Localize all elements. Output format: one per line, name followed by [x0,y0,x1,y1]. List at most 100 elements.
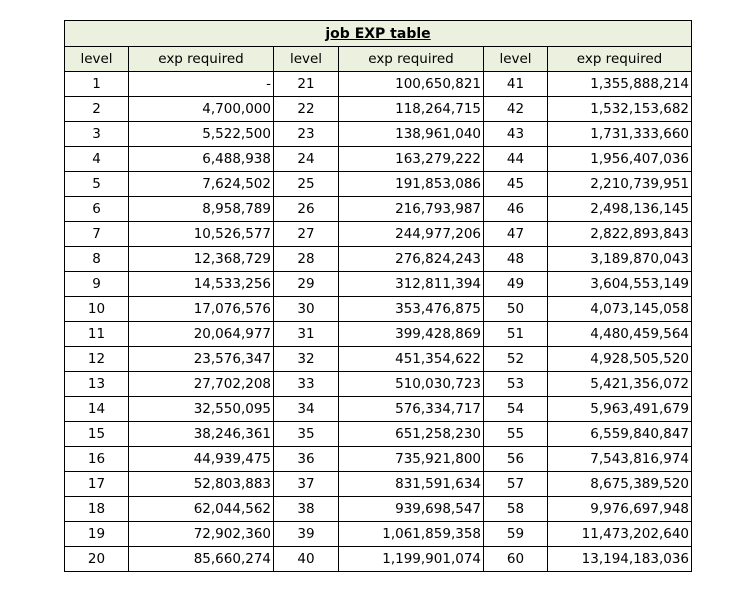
level-cell: 5 [64,171,129,197]
level-cell: 40 [273,546,339,572]
level-cell: 38 [273,496,339,522]
level-cell: 52 [483,346,548,372]
exp-required-cell: 7,543,816,974 [546,446,693,472]
level-cell: 1 [64,71,129,97]
level-cell: 10 [64,296,129,322]
header-row: level exp required level exp required le… [64,46,693,72]
exp-required-cell: 191,853,086 [338,171,484,197]
table-row: 7 10,526,577 27 244,977,206 47 2,822,893,843 [64,221,693,247]
level-cell: 44 [483,146,548,172]
exp-required-cell: 62,044,562 [128,496,274,522]
level-cell: 15 [64,421,129,447]
exp-required-cell: 4,700,000 [128,96,274,122]
exp-required-cell: 939,698,547 [338,496,484,522]
level-cell: 11 [64,321,129,347]
level-cell: 4 [64,146,129,172]
level-cell: 55 [483,421,548,447]
level-cell: 39 [273,521,339,547]
table-row: 10 17,076,576 30 353,476,875 50 4,073,145,058 [64,296,693,322]
table-title: job EXP table [63,20,693,47]
exp-required-cell: 1,956,407,036 [546,146,693,172]
table-row: 9 14,533,256 29 312,811,394 49 3,604,553,149 [64,271,693,297]
level-cell: 12 [64,346,129,372]
level-cell: 17 [64,471,129,497]
exp-required-cell: 8,675,389,520 [546,471,693,497]
level-cell: 6 [64,196,129,222]
exp-required-cell: 20,064,977 [128,321,274,347]
exp-required-cell: 3,189,870,043 [546,246,693,272]
column-header-level: level [64,46,129,72]
level-cell: 31 [273,321,339,347]
exp-required-cell: 11,473,202,640 [546,521,693,547]
level-cell: 48 [483,246,548,272]
level-cell: 9 [64,271,129,297]
level-cell: 58 [483,496,548,522]
table-row: 15 38,246,361 35 651,258,230 55 6,559,840,847 [64,421,693,447]
level-cell: 30 [273,296,339,322]
table-row: 4 6,488,938 24 163,279,222 44 1,956,407,036 [64,146,693,172]
table-row: 12 23,576,347 32 451,354,622 52 4,928,505,520 [64,346,693,372]
column-header-level: level [483,46,548,72]
table-body: 1-21 100,650,821 41 1,355,888,214 2 4,700,000… [64,71,693,572]
exp-required-cell: 7,624,502 [128,171,274,197]
exp-required-cell: 276,824,243 [338,246,484,272]
exp-required-cell: 5,963,491,679 [546,396,693,422]
level-cell: 41 [483,71,548,97]
exp-required-cell: 1,731,333,660 [546,121,693,147]
exp-required-cell: 2,822,893,843 [546,221,693,247]
level-cell: 2 [64,96,129,122]
table-row: 13 27,702,208 33 510,030,723 53 5,421,356,072 [64,371,693,397]
table-row: 3 5,522,500 23 138,961,040 43 1,731,333,660 [64,121,693,147]
table-row: 17 52,803,883 37 831,591,634 57 8,675,389,520 [64,471,693,497]
level-cell: 8 [64,246,129,272]
exp-required-cell: - [128,71,274,97]
exp-required-cell: 118,264,715 [338,96,484,122]
exp-required-cell: 163,279,222 [338,146,484,172]
exp-required-cell: 216,793,987 [338,196,484,222]
level-cell: 57 [483,471,548,497]
exp-required-cell: 17,076,576 [128,296,274,322]
table-row: 8 12,368,729 28 276,824,243 48 3,189,870,043 [64,246,693,272]
table-row: 5 7,624,502 25 191,853,086 45 2,210,739,951 [64,171,693,197]
level-cell: 59 [483,521,548,547]
level-cell: 49 [483,271,548,297]
level-cell: 47 [483,221,548,247]
exp-required-cell: 72,902,360 [128,521,274,547]
exp-required-cell: 312,811,394 [338,271,484,297]
table-row: 6 8,958,789 26 216,793,987 46 2,498,136,145 [64,196,693,222]
exp-required-cell: 10,526,577 [128,221,274,247]
exp-required-cell: 32,550,095 [128,396,274,422]
exp-required-cell: 38,246,361 [128,421,274,447]
exp-required-cell: 8,958,789 [128,196,274,222]
level-cell: 21 [273,71,339,97]
level-cell: 16 [64,446,129,472]
exp-required-cell: 1,355,888,214 [546,71,693,97]
column-header-exp-required: exp required [546,46,693,72]
table-row: 19 72,902,360 39 1,061,859,358 59 11,473,202,… [64,521,693,547]
exp-required-cell: 13,194,183,036 [546,546,693,572]
exp-table: job EXP table level exp required level e… [63,20,693,572]
exp-required-cell: 2,210,739,951 [546,171,693,197]
level-cell: 27 [273,221,339,247]
level-cell: 28 [273,246,339,272]
exp-required-cell: 576,334,717 [338,396,484,422]
column-header-level: level [273,46,339,72]
exp-required-cell: 735,921,800 [338,446,484,472]
level-cell: 33 [273,371,339,397]
exp-required-cell: 5,421,356,072 [546,371,693,397]
level-cell: 60 [483,546,548,572]
level-cell: 18 [64,496,129,522]
level-cell: 20 [64,546,129,572]
level-cell: 29 [273,271,339,297]
column-header-exp-required: exp required [128,46,274,72]
exp-required-cell: 510,030,723 [338,371,484,397]
exp-required-cell: 399,428,869 [338,321,484,347]
exp-required-cell: 244,977,206 [338,221,484,247]
exp-required-cell: 651,258,230 [338,421,484,447]
level-cell: 42 [483,96,548,122]
exp-required-cell: 3,604,553,149 [546,271,693,297]
exp-required-cell: 12,368,729 [128,246,274,272]
exp-required-cell: 23,576,347 [128,346,274,372]
level-cell: 37 [273,471,339,497]
level-cell: 54 [483,396,548,422]
